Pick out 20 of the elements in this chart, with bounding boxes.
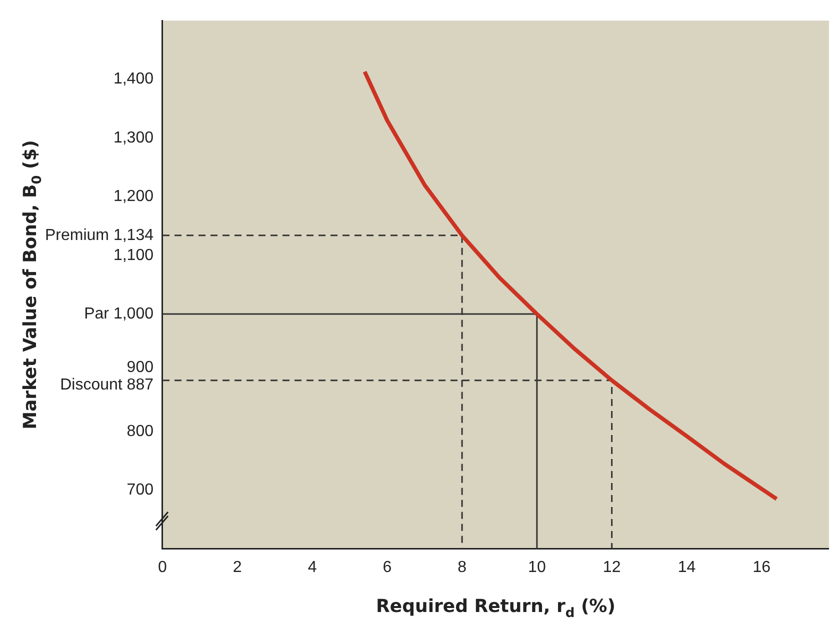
- x-tick-label: 8: [458, 558, 467, 576]
- y-tick-label: 1,200: [113, 188, 154, 206]
- x-tick-label: 2: [232, 558, 242, 576]
- x-tick-label: 16: [752, 558, 771, 576]
- y-tick-label: 800: [126, 422, 154, 440]
- x-tick-label: 0: [158, 558, 168, 576]
- y-tick-label: Par 1,000: [84, 305, 154, 322]
- y-tick-label: Discount 887: [60, 376, 154, 394]
- y-tick-label: 700: [126, 482, 154, 499]
- y-axis-title: Market Value of Bond, B0 ($): [20, 140, 45, 430]
- x-tick-label: 14: [678, 558, 696, 576]
- x-tick-label: 12: [602, 558, 621, 576]
- y-tick-label: 1,400: [113, 70, 154, 88]
- x-tick-label: 4: [308, 558, 317, 576]
- y-tick-label: 1,100: [113, 246, 154, 264]
- x-tick-label: 10: [528, 558, 546, 576]
- y-tick-label: 1,300: [113, 129, 154, 146]
- y-tick-label: 900: [126, 359, 154, 376]
- x-tick-label: 6: [382, 558, 392, 576]
- y-tick-label: Premium 1,134: [44, 226, 154, 244]
